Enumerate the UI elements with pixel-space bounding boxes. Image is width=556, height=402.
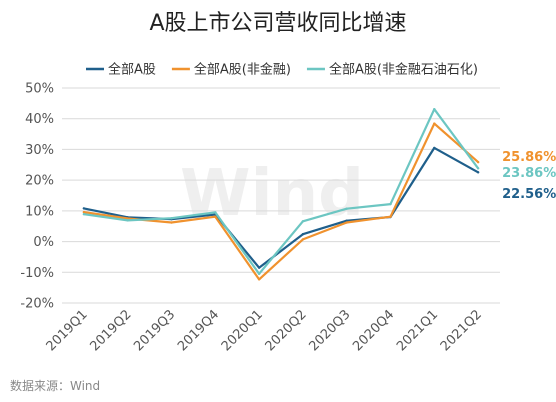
x-tick-label: 2019Q2	[87, 307, 134, 354]
data-point	[345, 207, 348, 210]
y-tick-label: 0%	[33, 235, 54, 250]
x-tick-label: 2020Q1	[219, 307, 266, 354]
data-point	[301, 220, 305, 223]
legend-label: 全部A股	[108, 62, 156, 78]
end-value-label: 25.86%	[502, 150, 556, 165]
x-tick-label: 2021Q2	[438, 307, 485, 354]
data-source: 数据来源：Wind	[10, 378, 100, 393]
data-point	[345, 219, 348, 222]
y-tick-label: 30%	[25, 143, 54, 158]
chart-legend: 全部A股 全部A股(非金融) 全部A股(非金融石油石化)	[86, 62, 478, 78]
data-point	[214, 215, 217, 218]
legend-label: 全部A股(非金融)	[194, 62, 291, 78]
y-tick-label: 50%	[25, 82, 54, 97]
data-point	[257, 278, 261, 281]
data-point	[82, 210, 86, 214]
x-tick-label: 2019Q3	[131, 307, 178, 354]
data-point	[126, 219, 129, 222]
watermark: Wind	[180, 157, 364, 231]
chart-title: A股上市公司营收同比增速	[149, 11, 406, 36]
series-line	[82, 108, 480, 275]
series-line	[82, 122, 480, 281]
data-point	[82, 207, 86, 210]
data-point	[476, 171, 480, 174]
y-tick-label: 20%	[25, 174, 54, 189]
y-axis: 50% 40% 30% 20% 10% 0% -10% -20%	[20, 82, 54, 312]
legend-label: 全部A股(非金融石油石化)	[329, 62, 478, 78]
data-point	[126, 217, 129, 220]
data-point	[214, 211, 217, 214]
data-point	[82, 213, 86, 216]
x-tick-label: 2020Q4	[350, 307, 397, 354]
x-axis: 2019Q12019Q22019Q32019Q42020Q12020Q22020…	[44, 307, 485, 354]
y-tick-label: 10%	[25, 204, 54, 219]
y-tick-label: -20%	[20, 297, 54, 312]
data-point	[345, 221, 348, 224]
data-point	[301, 233, 305, 236]
x-tick-label: 2019Q1	[44, 307, 91, 354]
series-group	[82, 107, 480, 281]
x-tick-label: 2020Q3	[306, 307, 353, 354]
y-tick-label: -10%	[20, 266, 54, 281]
end-value-label: 23.86%	[502, 166, 556, 181]
data-point	[433, 107, 436, 111]
data-point	[301, 238, 305, 241]
data-point	[476, 167, 480, 170]
data-point	[476, 160, 480, 164]
data-point	[257, 266, 261, 269]
data-point	[170, 221, 173, 224]
y-tick-label: 40%	[25, 112, 54, 127]
x-tick-label: 2021Q1	[394, 307, 441, 354]
x-tick-label: 2019Q4	[175, 307, 222, 354]
chart-grid	[62, 87, 500, 304]
end-labels: 25.86%23.86% 22.56%	[502, 150, 556, 202]
data-point	[433, 122, 436, 125]
end-value-label: 22.56%	[502, 187, 556, 202]
data-point	[389, 202, 392, 206]
data-point	[170, 217, 173, 220]
data-point	[433, 146, 436, 150]
x-tick-label: 2020Q2	[263, 307, 310, 354]
data-point	[389, 215, 392, 218]
data-point	[257, 272, 261, 276]
